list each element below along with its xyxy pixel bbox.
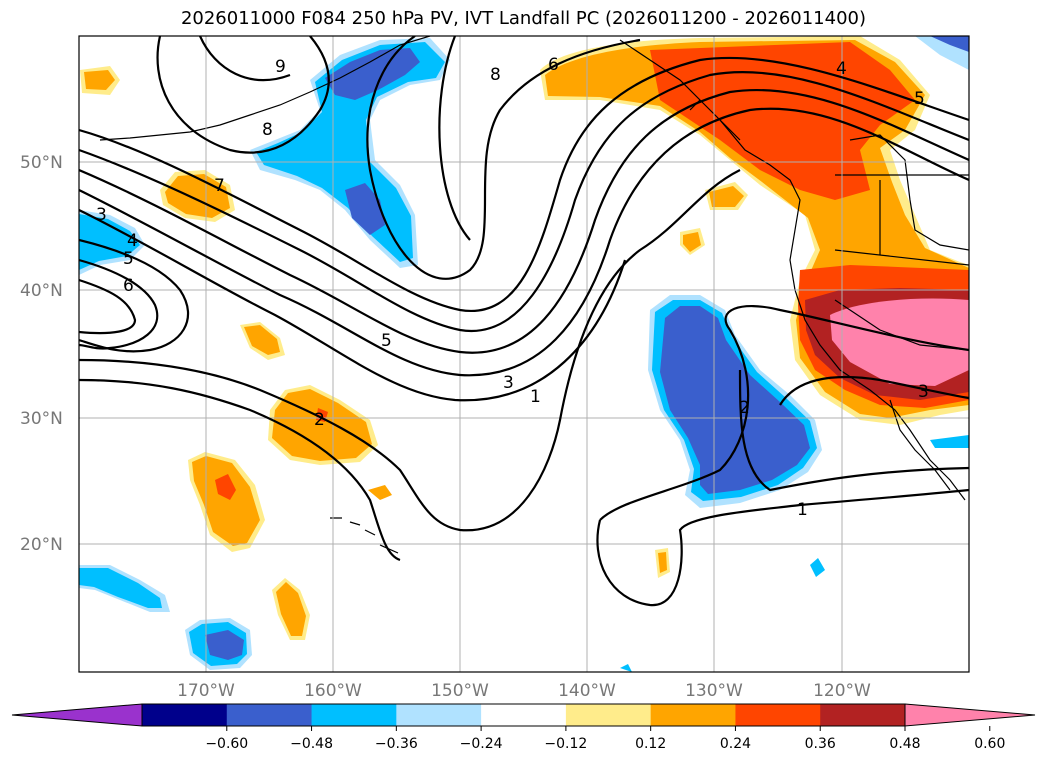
colorbar-tick-label: −0.12 xyxy=(544,736,587,752)
contour-labels: 9 8 8 6 4 5 7 3 4 5 6 5 3 1 2 2 3 1 xyxy=(96,55,929,520)
colorbar-tick-label: −0.60 xyxy=(205,736,248,752)
contour-label: 1 xyxy=(797,500,808,520)
lon-label: 140°W xyxy=(558,681,616,701)
contour-label: 8 xyxy=(490,65,501,85)
lon-label: 170°W xyxy=(177,681,235,701)
colorbar: −0.60 −0.48 −0.36 −0.24 −0.12 0.12 0.24 0.36 0.4… xyxy=(11,703,1036,752)
contour-label: 3 xyxy=(918,382,929,402)
latitude-labels: 50°N 40°N 30°N 20°N xyxy=(20,153,63,555)
contour-label: 8 xyxy=(262,120,273,140)
colorbar-tick-label: 0.48 xyxy=(889,736,920,752)
lon-label: 160°W xyxy=(304,681,362,701)
negative-anomaly-fill xyxy=(79,38,969,672)
contour-label: 3 xyxy=(503,373,514,393)
lon-label: 120°W xyxy=(813,681,871,701)
lon-label: 150°W xyxy=(431,681,489,701)
lon-label: 130°W xyxy=(685,681,743,701)
contour-label: 6 xyxy=(548,55,559,75)
colorbar-tick-label: 0.60 xyxy=(974,736,1005,752)
contour-label: 6 xyxy=(123,276,134,296)
colorbar-tick-label: 0.36 xyxy=(805,736,836,752)
lat-label: 30°N xyxy=(20,409,63,429)
colorbar-tick-label: −0.24 xyxy=(460,736,503,752)
contour-label: 5 xyxy=(381,331,392,351)
contour-label: 1 xyxy=(530,387,541,407)
contour-label: 4 xyxy=(836,59,847,79)
contour-label: 2 xyxy=(739,398,750,418)
lat-label: 50°N xyxy=(20,153,63,173)
contour-label: 4 xyxy=(127,231,138,251)
colorbar-segment xyxy=(565,704,652,726)
colorbar-segment xyxy=(481,704,567,726)
pv-contours xyxy=(79,36,969,607)
map-area: 9 8 8 6 4 5 7 3 4 5 6 5 3 1 2 2 3 1 xyxy=(79,36,969,672)
colorbar-segment xyxy=(142,704,228,726)
colorbar-frame xyxy=(141,703,906,727)
map-frame xyxy=(78,35,970,673)
contour-label: 7 xyxy=(214,176,225,196)
colorbar-extend-high xyxy=(904,703,1036,727)
colorbar-segment xyxy=(650,704,736,726)
contour-label: 9 xyxy=(275,57,286,77)
colorbar-segment xyxy=(820,704,906,726)
colorbar-segment xyxy=(311,704,397,726)
map-title: 2026011000 F084 250 hPa PV, IVT Landfall… xyxy=(180,8,867,29)
contour-label: 3 xyxy=(96,205,107,225)
contour-label: 5 xyxy=(123,249,134,269)
graticule xyxy=(79,36,969,672)
colorbar-tick-label: 0.24 xyxy=(720,736,751,752)
colorbar-segment xyxy=(396,704,482,726)
colorbar-extend-low xyxy=(11,703,143,727)
lat-label: 20°N xyxy=(20,535,63,555)
lat-label: 40°N xyxy=(20,281,63,301)
colorbar-tick-label: 0.12 xyxy=(635,736,666,752)
contour-label: 2 xyxy=(314,410,325,430)
colorbar-segment xyxy=(735,704,821,726)
longitude-labels: 170°W 160°W 150°W 140°W 130°W 120°W xyxy=(177,681,871,701)
colorbar-tick-label: −0.48 xyxy=(290,736,333,752)
colorbar-segment xyxy=(226,704,313,726)
colorbar-tick-label: −0.36 xyxy=(375,736,418,752)
contour-label: 5 xyxy=(914,89,925,109)
